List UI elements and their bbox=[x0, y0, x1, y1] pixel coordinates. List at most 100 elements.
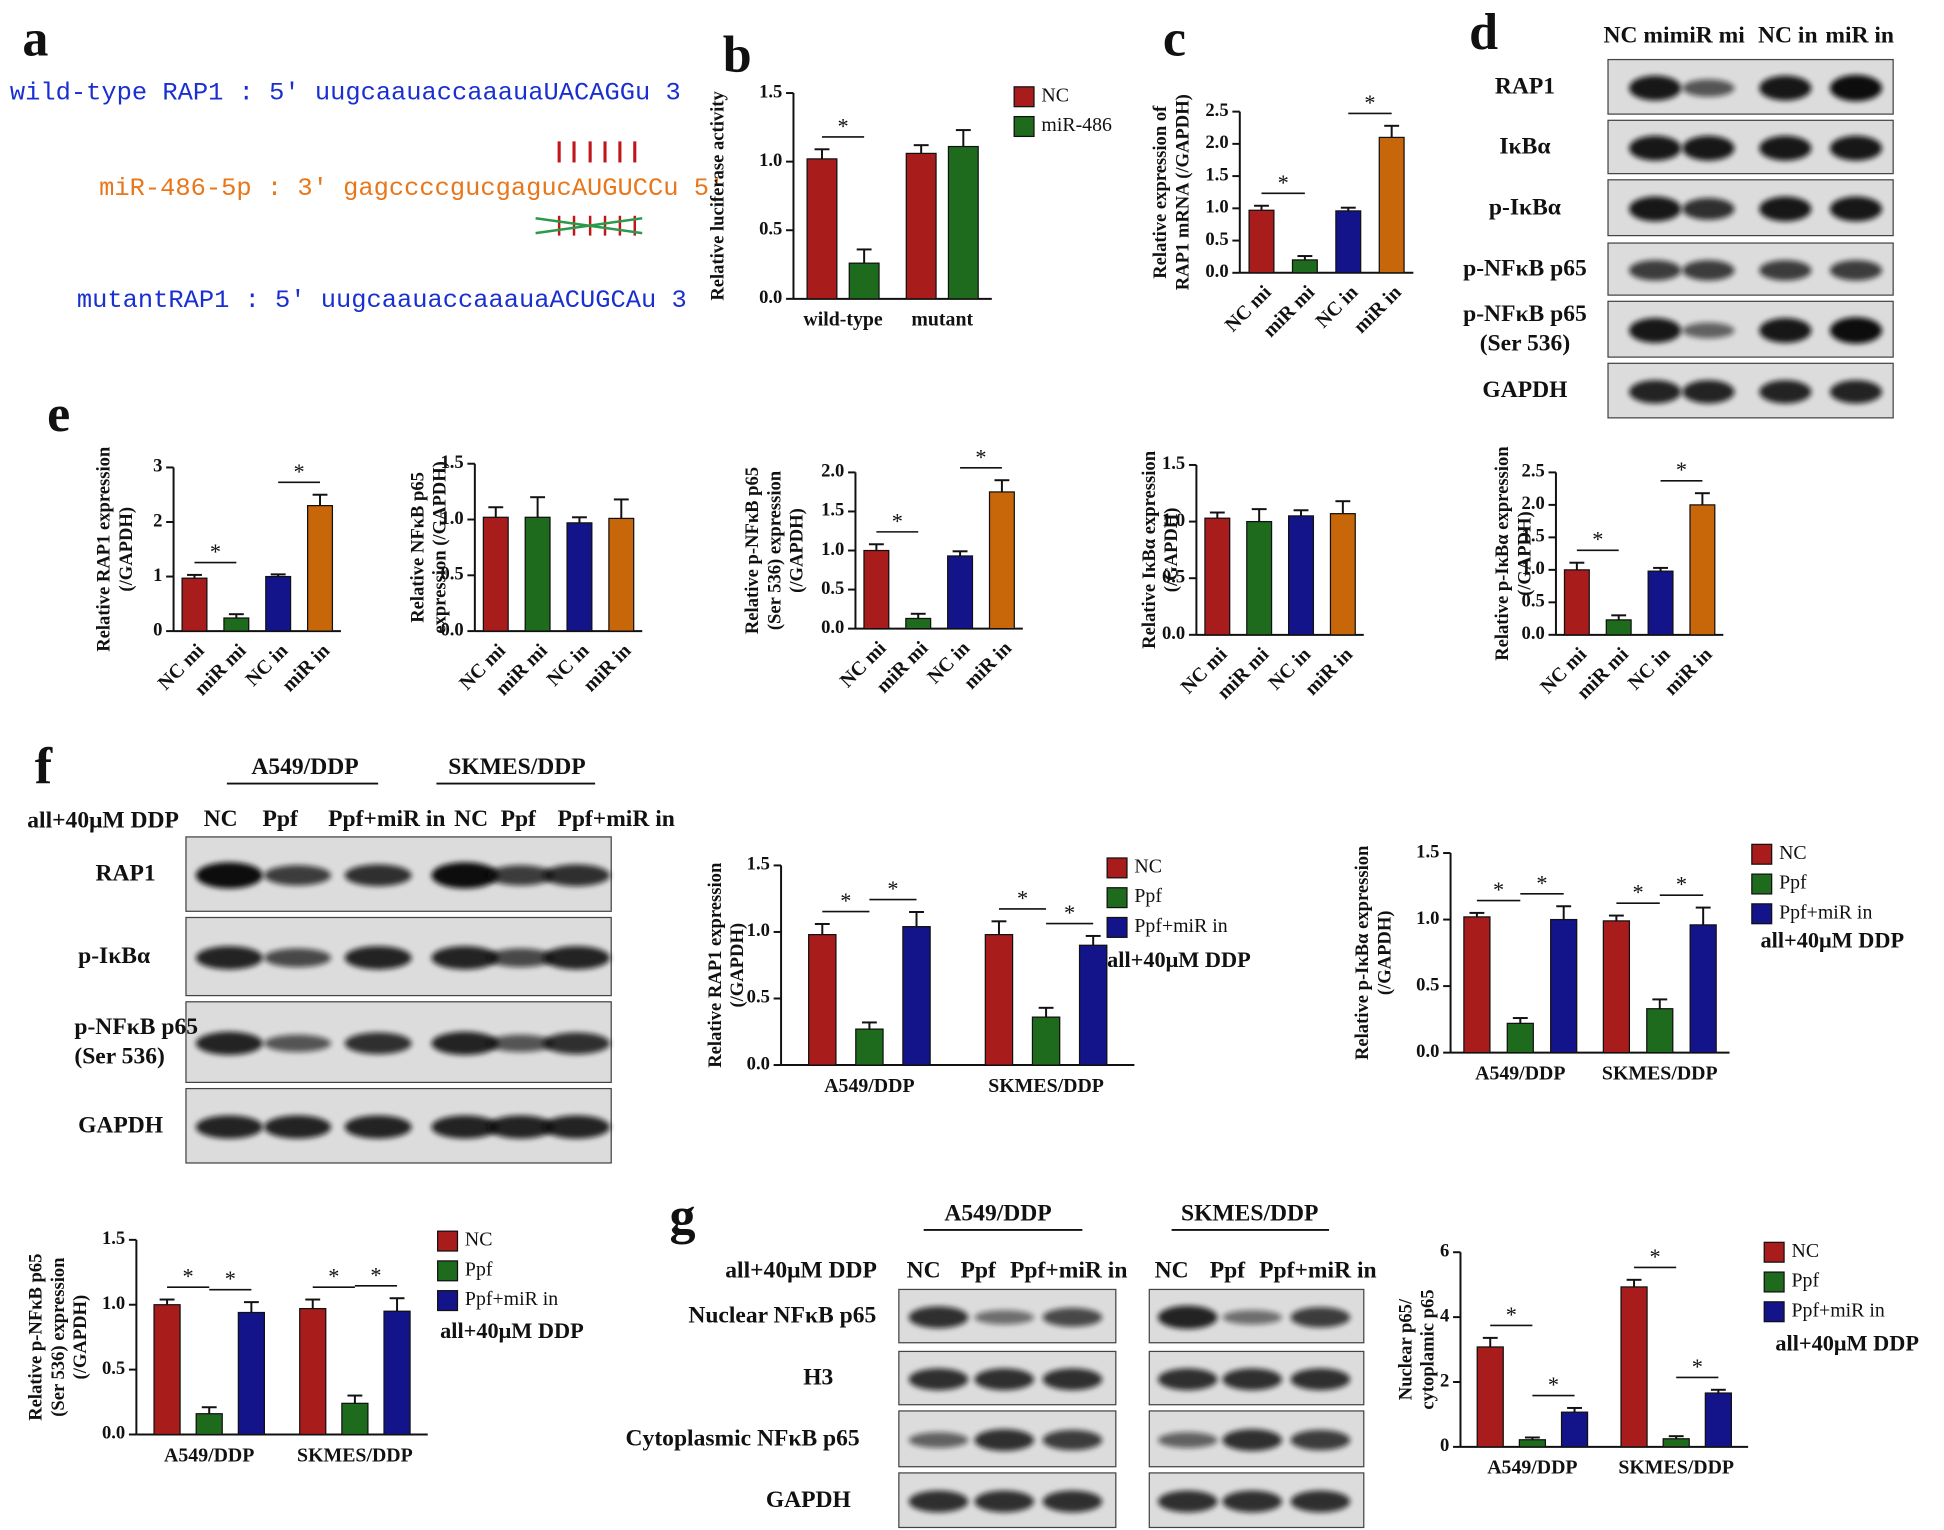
blot-band bbox=[1682, 260, 1735, 281]
legend-swatch bbox=[1106, 887, 1128, 909]
blot-band bbox=[344, 1115, 412, 1139]
y-label-line: (Ser 536) expression bbox=[48, 1257, 69, 1417]
blot-band bbox=[543, 1032, 610, 1055]
blot-band bbox=[1829, 380, 1883, 404]
y-tick-label: 1.0 bbox=[821, 539, 844, 560]
bar bbox=[1506, 1022, 1534, 1054]
blot-band bbox=[1629, 196, 1682, 222]
significance-star: * bbox=[183, 1264, 194, 1289]
bar bbox=[1605, 619, 1632, 636]
y-tick-label: 1.0 bbox=[1162, 510, 1185, 531]
y-tick-label: 2.5 bbox=[1522, 461, 1545, 482]
blot-band bbox=[1629, 318, 1682, 343]
y-tick-label: 0 bbox=[1440, 1435, 1449, 1456]
lane-label: miR in bbox=[1825, 23, 1894, 49]
bar bbox=[1287, 515, 1315, 636]
condition-note: all+40μM DDP bbox=[1761, 927, 1905, 952]
significance-star: * bbox=[294, 459, 305, 484]
y-label: Nuclear p65/cytoplamic p65 bbox=[1395, 1289, 1438, 1409]
y-label-line: Relative RAP1 expression bbox=[94, 446, 115, 652]
y-tick-label: 0.5 bbox=[440, 564, 463, 585]
bar bbox=[947, 145, 979, 300]
group-label: SKMES/DDP bbox=[1181, 1200, 1318, 1226]
blot-band bbox=[1682, 380, 1735, 404]
y-tick-label: 1 bbox=[153, 565, 162, 586]
y-label: Relative RAP1 expression (/GAPDH) bbox=[705, 862, 748, 1068]
blot-band bbox=[264, 948, 332, 968]
bar bbox=[1518, 1439, 1547, 1448]
blot-band bbox=[1222, 1310, 1282, 1325]
x-tick-label: A549/DDP bbox=[824, 1075, 914, 1097]
bar bbox=[482, 516, 509, 632]
bar bbox=[181, 577, 208, 632]
row-label: GAPDH bbox=[766, 1487, 851, 1513]
row-label: Cytoplasmic NFκB p65 bbox=[626, 1425, 860, 1451]
blot-band bbox=[1290, 1368, 1351, 1391]
x-tick-label: miR in bbox=[1349, 281, 1405, 337]
blot-band bbox=[487, 1115, 555, 1139]
blot-band bbox=[908, 1490, 969, 1513]
bar bbox=[608, 517, 635, 632]
x-tick-label: A549/DDP bbox=[164, 1444, 254, 1466]
y-label: Relative p-IκBα expression (/GAPDH) bbox=[1492, 446, 1535, 661]
legend-swatch bbox=[1763, 1271, 1785, 1293]
y-label: Relative p-NFκB p65 (Ser 536) expression(… bbox=[742, 467, 808, 634]
significance-star: * bbox=[1650, 1244, 1661, 1269]
bar bbox=[988, 491, 1015, 630]
y-tick-label: 1.5 bbox=[1162, 453, 1185, 474]
y-tick-label: 2.0 bbox=[821, 461, 844, 482]
significance-star: * bbox=[1493, 877, 1504, 902]
x-tick-label: SKMES/DDP bbox=[297, 1444, 413, 1466]
significance-star: * bbox=[1548, 1372, 1559, 1397]
significance-star: * bbox=[1676, 872, 1687, 897]
significance-star: * bbox=[1692, 1354, 1703, 1379]
y-label-line: Relative RAP1 expression bbox=[705, 862, 726, 1068]
blot-band bbox=[1290, 1307, 1351, 1328]
row-label: RAP1 bbox=[95, 861, 155, 887]
lane-label: NC bbox=[907, 1257, 941, 1283]
legend-label: Ppf+miR in bbox=[1792, 1299, 1885, 1321]
y-label: Relative NFκB p65 expression (/GAPDH) bbox=[407, 461, 450, 634]
blot-band bbox=[1290, 1490, 1351, 1513]
blot-band bbox=[1682, 79, 1735, 97]
y-label-line: Relative p-IκBα expression bbox=[1352, 845, 1373, 1060]
panel-letter: d bbox=[1469, 4, 1498, 61]
legend-label: Ppf bbox=[465, 1258, 493, 1280]
blot-band bbox=[1629, 75, 1682, 101]
blot-band bbox=[195, 862, 263, 889]
y-tick-label: 0.0 bbox=[1416, 1041, 1439, 1062]
blot-band bbox=[431, 946, 499, 970]
group-label: A549/DDP bbox=[251, 754, 358, 780]
y-label-line: expression (/GAPDH) bbox=[430, 461, 451, 634]
blot-band bbox=[974, 1490, 1034, 1513]
y-tick-label: 0.5 bbox=[1416, 974, 1439, 995]
blot-band bbox=[1682, 135, 1735, 161]
row-label: p-NFκB p65 bbox=[1463, 301, 1587, 327]
legend-swatch bbox=[437, 1230, 459, 1252]
bar bbox=[195, 1413, 223, 1436]
legend-swatch bbox=[1763, 1301, 1785, 1323]
blot-band bbox=[1222, 1490, 1282, 1513]
y-tick-label: 2 bbox=[153, 510, 162, 531]
blot-band bbox=[1829, 135, 1883, 161]
legend-label: NC bbox=[1792, 1240, 1820, 1262]
blot-band bbox=[1290, 1429, 1351, 1451]
bar bbox=[1476, 1346, 1504, 1448]
blot-band bbox=[974, 1310, 1034, 1325]
row-label: RAP1 bbox=[1495, 73, 1555, 99]
blot-band bbox=[974, 1368, 1034, 1391]
x-tick-label: miR in bbox=[1301, 643, 1357, 699]
bar bbox=[299, 1307, 327, 1436]
seed-match-marks bbox=[557, 141, 637, 163]
blot-band bbox=[195, 1115, 263, 1139]
bar bbox=[1031, 1016, 1061, 1066]
sequence: wild-type RAP1 : 5' uugcaauaccaaauaUACAG… bbox=[10, 79, 681, 108]
bar bbox=[1463, 916, 1491, 1054]
y-label-line: Relative luciferase activity bbox=[707, 91, 728, 301]
y-tick-label: 0.0 bbox=[1162, 623, 1185, 644]
bar bbox=[902, 926, 931, 1066]
lane-label: Ppf bbox=[961, 1257, 997, 1283]
bar bbox=[1550, 918, 1578, 1054]
sequence: mutantRAP1 : 5' uugcaauaccaaauaACUGCAu 3 bbox=[77, 286, 687, 315]
y-tick-label: 0.5 bbox=[1205, 229, 1228, 250]
